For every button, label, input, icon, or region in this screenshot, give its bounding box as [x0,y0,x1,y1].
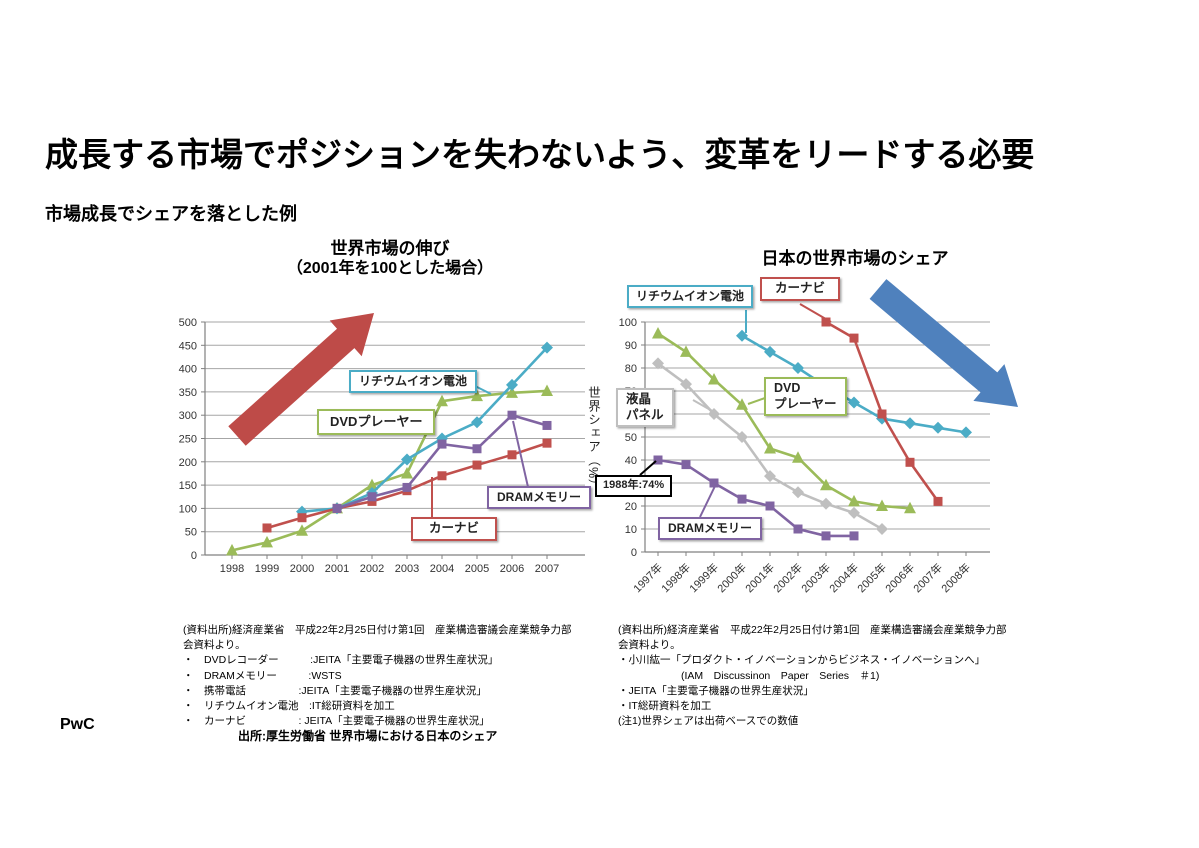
left-chart-subtitle: （2001年を100とした場合） [286,260,494,278]
footnote-line: (注1)世界シェアは出荷ベースでの数値 [618,715,799,728]
svg-text:2006: 2006 [500,563,524,575]
svg-text:40: 40 [625,455,637,467]
right-callout-lcd-line2: パネル [626,407,664,422]
svg-text:50: 50 [625,432,637,444]
footnote-line: ・小川紘一「プロダクト・イノベーションからビジネス・イノベーションへ」 [618,654,986,667]
svg-text:2007: 2007 [535,563,559,575]
right-chart-title-block: 日本の世界市場のシェア [695,248,1015,269]
right-callout-dvd-line2: プレーヤー [774,396,837,411]
svg-text:350: 350 [179,387,197,399]
right-callout-dvd-line1: DVD [774,381,801,395]
right-chart-source-notes: (資料出所)経済産業省 平成22年2月25日付け第1回 産業構造審議会産業競争力… [618,623,1053,730]
svg-text:2003: 2003 [395,563,419,575]
svg-text:1999年: 1999年 [686,560,721,595]
footnote-line: 会資料より。 [618,639,681,652]
footnote-line: (資料出所)経済産業省 平成22年2月25日付け第1回 産業構造審議会産業競争力… [618,624,1007,636]
svg-text:1998年: 1998年 [658,560,693,595]
left-chart-source-line: 出所:厚生労働省 世界市場における日本のシェア [238,729,498,743]
right-callout-dram-memory: DRAMメモリー [658,517,762,540]
left-chart-source-notes: (資料出所)経済産業省 平成22年2月25日付け第1回 産業構造審議会産業競争力… [183,623,618,730]
svg-text:0: 0 [631,547,637,559]
right-callout-car-navigation: カーナビ [760,277,841,301]
right-chart-y-axis-label: 世界シェア（%） [586,386,600,493]
footnote-line: ・ DVDレコーダー :JEITA「主要電子機器の世界生産状況」 [183,654,499,667]
footnote-line: ・ DRAMメモリー :WSTS [183,669,342,682]
left-callout-lithium-battery: リチウムイオン電池 [349,370,478,393]
svg-text:10: 10 [625,524,637,536]
right-annotation-1988-share: 1988年:74% [595,475,673,497]
svg-text:2000: 2000 [290,563,314,575]
right-callout-lcd-line1: 液晶 [626,392,652,406]
svg-text:2005: 2005 [465,563,489,575]
svg-text:90: 90 [625,340,637,352]
svg-text:2004: 2004 [430,563,454,575]
svg-text:0: 0 [191,550,197,562]
footnote-line: ・JEITA「主要電子機器の世界生産状況」 [618,684,814,697]
svg-text:200: 200 [179,457,197,469]
svg-text:80: 80 [625,363,637,375]
svg-text:2004年: 2004年 [826,560,861,595]
page-subtitle: 市場成長でシェアを落とした例 [45,204,297,224]
svg-text:2002年: 2002年 [770,560,805,595]
page-title: 成長する市場でポジションを失わないよう、変革をリードする必要 [45,138,1035,174]
footnote-line: 会資料より。 [183,639,246,652]
footnote-line: (IAM Discussinon Paper Series ＃1) [618,669,880,682]
svg-text:1997年: 1997年 [630,560,665,595]
left-callout-car-navigation: カーナビ [411,517,498,541]
svg-text:400: 400 [179,364,197,376]
svg-text:2005年: 2005年 [854,560,889,595]
right-callout-lcd-panel: 液晶 パネル [616,388,674,428]
right-callout-lithium-battery: リチウムイオン電池 [627,285,754,308]
svg-text:2006年: 2006年 [882,560,917,595]
svg-text:2008年: 2008年 [938,560,973,595]
svg-text:150: 150 [179,480,197,492]
svg-text:2000年: 2000年 [714,560,749,595]
svg-text:2002: 2002 [360,563,384,575]
left-chart-title: 世界市場の伸び [330,239,450,258]
left-chart-title-block: 世界市場の伸び （2001年を100とした場合） [215,238,565,279]
right-callout-dvd-player: DVD プレーヤー [764,377,847,417]
pwc-logo: PwC [60,716,95,733]
left-callout-dram-memory: DRAMメモリー [487,486,591,509]
svg-text:450: 450 [179,340,197,352]
svg-text:100: 100 [619,317,637,329]
svg-text:2001: 2001 [325,563,349,575]
footnote-line: ・ カーナビ : JEITA「主要電子機器の世界生産状況」 [183,715,490,728]
right-chart-title: 日本の世界市場のシェア [761,249,949,268]
svg-text:2003年: 2003年 [798,560,833,595]
footnote-line: ・ リチウムイオン電池 :IT総研資料を加工 [183,700,395,713]
svg-text:2007年: 2007年 [910,560,945,595]
world-market-growth-chart: 0 50 100 150 200 250 300 350 400 450 500 1998 1999 20… [179,313,585,575]
svg-text:1998: 1998 [220,563,244,575]
left-callout-dvd-player: DVDプレーヤー [317,409,436,436]
svg-text:300: 300 [179,410,197,422]
svg-text:50: 50 [185,527,197,539]
svg-text:20: 20 [625,501,637,513]
svg-text:500: 500 [179,317,197,329]
svg-text:250: 250 [179,434,197,446]
svg-text:100: 100 [179,503,197,515]
footnote-line: ・IT総研資料を加工 [618,700,712,713]
footnote-line: ・ 携帯電話 :JEITA「主要電子機器の世界生産状況」 [183,684,487,697]
japan-world-share-chart: 01020304050607080901001997年1998年1999年200… [619,279,1018,595]
footnote-line: (資料出所)経済産業省 平成22年2月25日付け第1回 産業構造審議会産業競争力… [183,624,572,636]
svg-text:2001年: 2001年 [742,560,777,595]
svg-text:1999: 1999 [255,563,279,575]
